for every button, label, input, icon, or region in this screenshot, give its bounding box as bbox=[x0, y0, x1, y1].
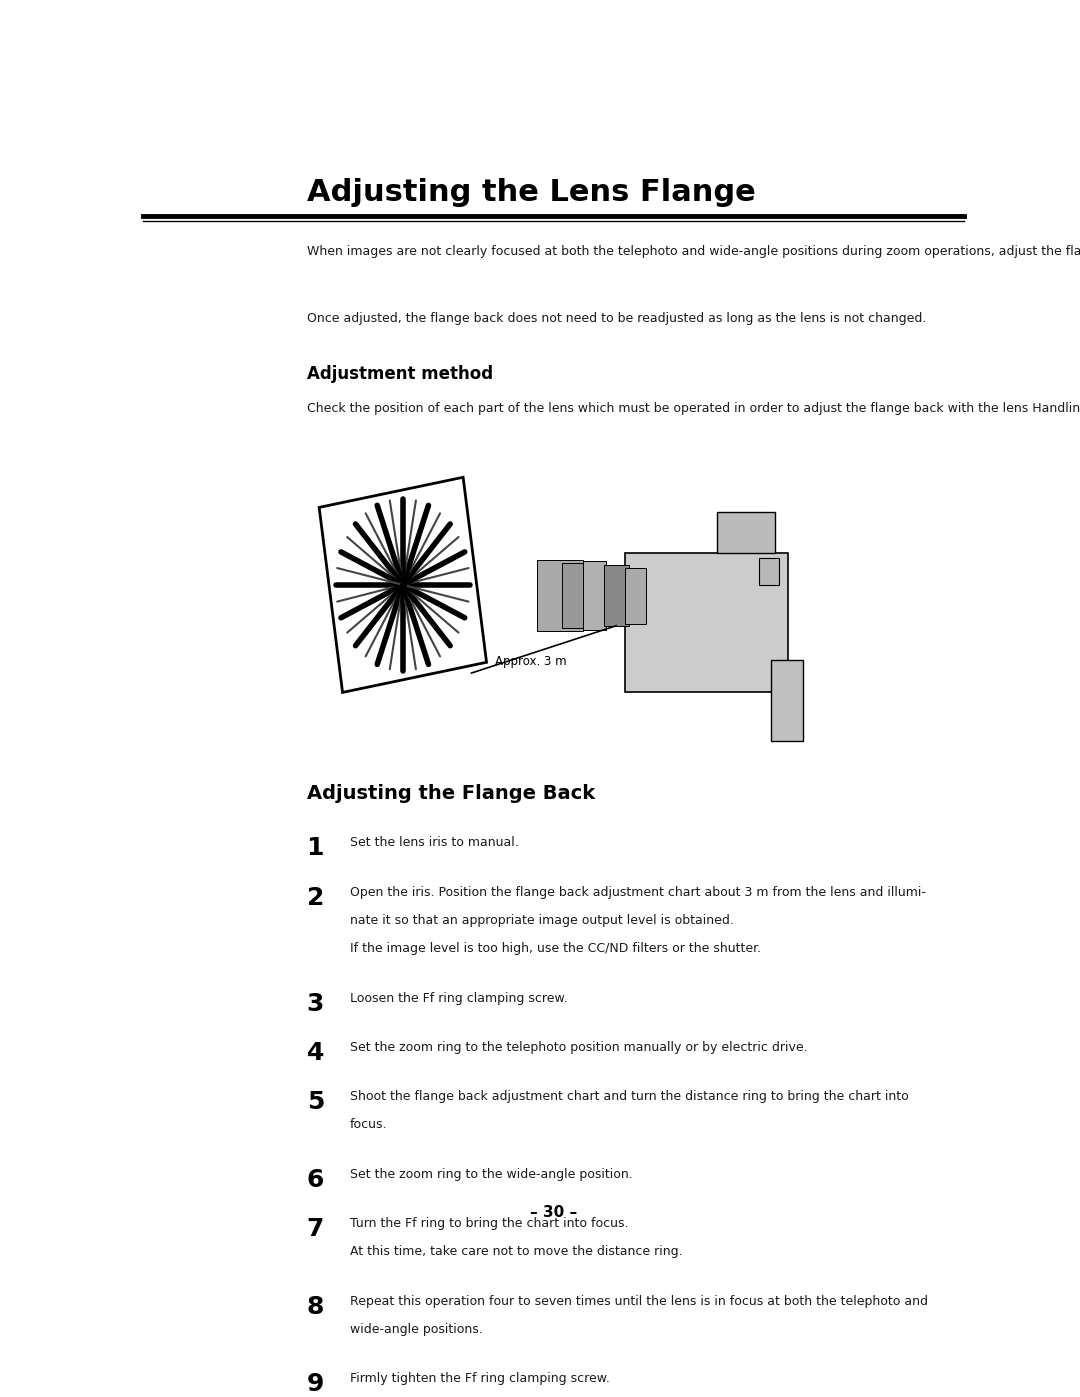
Text: Adjustment method: Adjustment method bbox=[307, 365, 492, 383]
Text: Repeat this operation four to seven times until the lens is in focus at both the: Repeat this operation four to seven time… bbox=[350, 1295, 928, 1308]
Text: Set the lens iris to manual.: Set the lens iris to manual. bbox=[350, 837, 518, 849]
Text: – 30 –: – 30 – bbox=[530, 1204, 577, 1220]
Text: Shoot the flange back adjustment chart and turn the distance ring to bring the c: Shoot the flange back adjustment chart a… bbox=[350, 1090, 909, 1104]
Bar bbox=[604, 566, 629, 626]
Text: 7: 7 bbox=[307, 1217, 324, 1241]
Bar bbox=[624, 553, 788, 693]
Text: 1: 1 bbox=[307, 837, 324, 861]
Bar bbox=[624, 567, 646, 623]
Bar bbox=[758, 557, 780, 585]
Text: 2: 2 bbox=[307, 886, 324, 909]
Text: Loosen the Ff ring clamping screw.: Loosen the Ff ring clamping screw. bbox=[350, 992, 568, 1004]
Text: 4: 4 bbox=[307, 1041, 324, 1065]
Text: Once adjusted, the flange back does not need to be readjusted as long as the len: Once adjusted, the flange back does not … bbox=[307, 312, 926, 326]
Text: Turn the Ff ring to bring the chart into focus.: Turn the Ff ring to bring the chart into… bbox=[350, 1217, 629, 1229]
Text: Firmly tighten the Ff ring clamping screw.: Firmly tighten the Ff ring clamping scre… bbox=[350, 1372, 610, 1386]
Text: Adjusting the Lens Flange: Adjusting the Lens Flange bbox=[307, 179, 755, 207]
Text: 8: 8 bbox=[307, 1295, 324, 1319]
Bar bbox=[717, 511, 775, 553]
Text: Open the iris. Position the flange back adjustment chart about 3 m from the lens: Open the iris. Position the flange back … bbox=[350, 886, 926, 898]
Text: 5: 5 bbox=[307, 1090, 324, 1113]
Text: Set the zoom ring to the wide-angle position.: Set the zoom ring to the wide-angle posi… bbox=[350, 1168, 633, 1180]
Text: Set the zoom ring to the telephoto position manually or by electric drive.: Set the zoom ring to the telephoto posit… bbox=[350, 1041, 808, 1053]
Text: Approx. 3 m: Approx. 3 m bbox=[495, 655, 567, 668]
Text: At this time, take care not to move the distance ring.: At this time, take care not to move the … bbox=[350, 1245, 683, 1259]
Text: focus.: focus. bbox=[350, 1119, 388, 1132]
Bar bbox=[771, 661, 802, 740]
Text: 9: 9 bbox=[307, 1372, 324, 1396]
Bar bbox=[537, 560, 583, 631]
Text: Check the position of each part of the lens which must be operated in order to a: Check the position of each part of the l… bbox=[307, 402, 1080, 415]
Text: wide-angle positions.: wide-angle positions. bbox=[350, 1323, 483, 1336]
Bar bbox=[562, 563, 588, 627]
Text: When images are not clearly focused at both the telephoto and wide-angle positio: When images are not clearly focused at b… bbox=[307, 244, 1080, 258]
Text: nate it so that an appropriate image output level is obtained.: nate it so that an appropriate image out… bbox=[350, 914, 734, 926]
Text: 3: 3 bbox=[307, 992, 324, 1016]
Text: Adjusting the Flange Back: Adjusting the Flange Back bbox=[307, 784, 595, 803]
Bar bbox=[583, 562, 606, 630]
Text: If the image level is too high, use the CC/ND filters or the shutter.: If the image level is too high, use the … bbox=[350, 942, 761, 956]
Text: 6: 6 bbox=[307, 1168, 324, 1192]
